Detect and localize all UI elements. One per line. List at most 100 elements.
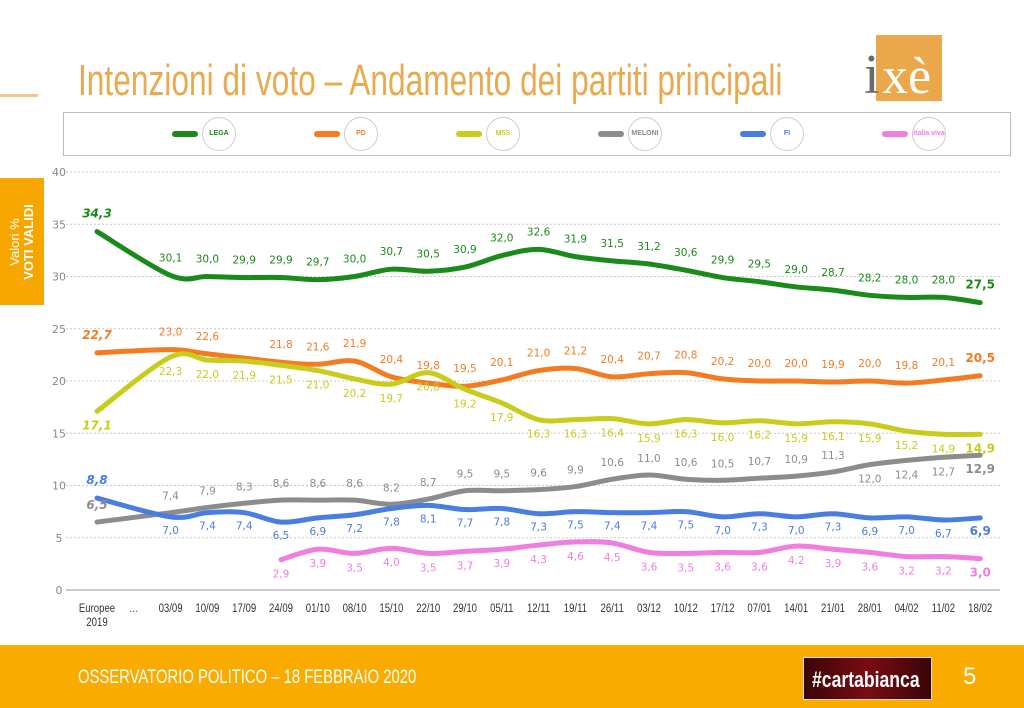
data-label: 7,5: [567, 520, 584, 532]
data-label: 12,9: [965, 462, 995, 476]
y-tick-label: 15: [52, 427, 66, 440]
data-label: 7,3: [825, 522, 842, 534]
data-label: 7,2: [346, 523, 363, 535]
data-label: 15,9: [785, 433, 808, 445]
data-label: 6,5: [86, 498, 107, 512]
footer-text: OSSERVATORIO POLITICO – 18 FEBBRAIO 2020: [78, 667, 417, 688]
cartabianca-badge: #cartabianca: [803, 657, 932, 700]
x-tick-label: 04/02: [895, 602, 919, 615]
party-logo-icon: M5S: [486, 117, 520, 151]
data-label: 3,0: [970, 566, 991, 580]
data-label: 20,4: [380, 354, 404, 366]
x-tick-label: 19/11: [564, 602, 587, 615]
y-tick-label: 0: [56, 584, 63, 597]
data-label: 7,5: [677, 520, 694, 532]
data-label: 30,6: [674, 247, 698, 259]
party-logo-icon: FI: [770, 117, 804, 151]
data-label: 17,9: [490, 412, 513, 424]
series-line: [278, 539, 983, 563]
data-label: 3,9: [493, 558, 510, 570]
data-label: 4,0: [383, 557, 400, 569]
legend-swatch: [456, 131, 482, 137]
data-label: 12,4: [895, 469, 919, 481]
data-label: 30,5: [417, 248, 440, 260]
data-label: 29,9: [269, 255, 292, 267]
data-label: 10,7: [748, 456, 771, 468]
series-line: [94, 452, 983, 525]
data-label: 10,6: [601, 457, 625, 469]
x-tick-label: 08/10: [343, 602, 367, 615]
page-title: Intenzioni di voto – Andamento dei parti…: [78, 56, 783, 105]
data-label: 9,5: [457, 469, 474, 481]
x-tick-label: 28/01: [858, 602, 882, 615]
x-tick-label: 29/10: [453, 602, 477, 615]
y-tick-label: 5: [56, 532, 63, 545]
data-label: 16,1: [821, 431, 844, 443]
party-logo-icon: italia viva: [912, 117, 946, 151]
data-label: 31,9: [564, 234, 587, 246]
data-label: 15,9: [858, 433, 881, 445]
legend-item: LEGA: [172, 117, 236, 151]
ixe-logo: i xè: [864, 35, 942, 101]
data-label: 20,0: [785, 358, 808, 370]
data-label: 9,6: [530, 468, 547, 480]
data-label: 7,0: [162, 525, 179, 537]
data-label: 29,7: [306, 257, 329, 269]
legend-item: italia viva: [882, 117, 946, 151]
data-label: 16,3: [527, 429, 550, 441]
x-tick-label: 17/12: [711, 602, 735, 615]
series-line: [94, 351, 983, 438]
legend-swatch: [172, 131, 198, 137]
data-label: 7,8: [383, 516, 400, 528]
data-label: 19,9: [821, 359, 844, 371]
line-chart: 0 5 10 15 20 25 30 35 40 Europee 2019 … 03/09 10/09 17…: [52, 166, 1000, 629]
data-label: 21,0: [527, 348, 550, 360]
x-tick-label: 07/01: [747, 602, 771, 615]
data-label: 7,0: [714, 525, 731, 537]
x-tick-label: 17/09: [232, 602, 256, 615]
data-label: 7,4: [236, 521, 253, 533]
svg-text:i: i: [864, 44, 880, 101]
legend-item: PD: [314, 117, 378, 151]
data-label: 8,8: [86, 473, 107, 487]
data-label: 29,0: [785, 264, 808, 276]
x-tick-label: 18/02: [968, 602, 992, 615]
x-tick-label: 24/09: [269, 602, 293, 615]
svg-text:xè: xè: [882, 48, 931, 101]
data-label: 4,3: [530, 554, 547, 566]
data-label: 3,5: [420, 562, 437, 574]
data-label: 7,3: [530, 522, 547, 534]
data-label: 6,7: [935, 528, 952, 540]
legend-swatch: [882, 131, 908, 137]
page-number: 5: [963, 663, 977, 690]
data-label: 21,0: [306, 380, 329, 392]
data-label: 19,2: [453, 398, 476, 410]
data-label: 4,6: [567, 551, 584, 563]
data-label: 21,9: [343, 338, 366, 350]
x-tick-label: 03/09: [159, 602, 183, 615]
data-label: 28,2: [858, 272, 881, 284]
data-label: 22,0: [196, 369, 219, 381]
data-label: 4,2: [788, 555, 805, 567]
data-label: 3,6: [751, 561, 768, 573]
legend-item: FI: [740, 117, 804, 151]
y-tick-label: 35: [52, 218, 66, 231]
data-label: 7,8: [493, 516, 510, 528]
data-label: 16,0: [711, 432, 734, 444]
x-tick-label: 26/11: [601, 602, 624, 615]
data-label: 14,9: [965, 441, 995, 455]
data-label: 31,5: [601, 238, 624, 250]
legend-item: M5S: [456, 117, 520, 151]
data-label: 20,5: [965, 351, 995, 365]
data-label: 20,8: [674, 350, 697, 362]
data-label: 27,5: [965, 278, 995, 292]
data-label: 8,2: [383, 482, 400, 494]
data-label: 31,2: [637, 241, 660, 253]
data-label: 30,9: [453, 244, 476, 256]
data-label: 20,4: [601, 354, 625, 366]
data-label: 7,3: [751, 522, 768, 534]
x-tick-label: 11/02: [932, 602, 955, 615]
footer-bar: OSSERVATORIO POLITICO – 18 FEBBRAIO 2020…: [0, 645, 1024, 708]
data-label: 32,0: [490, 233, 513, 245]
data-label: 19,8: [895, 360, 918, 372]
